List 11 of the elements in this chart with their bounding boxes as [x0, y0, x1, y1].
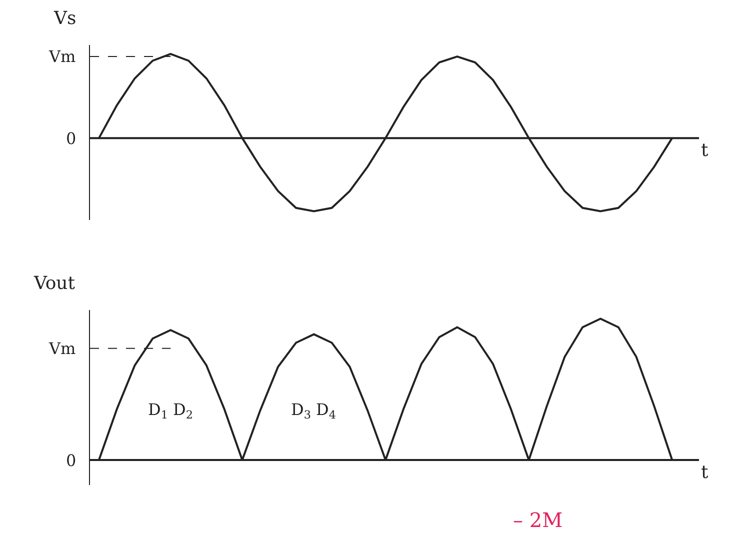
y-axis-title: Vout: [33, 273, 76, 294]
annotation: D$_{1}$ D$_{2}$: [148, 400, 193, 422]
ref-line-label: Vm: [48, 47, 76, 66]
y-axis-title: Vs: [53, 8, 76, 29]
x-axis-title: t: [701, 140, 709, 161]
x-axis-title: t: [701, 462, 709, 483]
ref-line-label: Vm: [48, 339, 76, 358]
annotation: D$_{3}$ D$_{4}$: [291, 400, 336, 422]
ref-line-label: 0: [66, 451, 76, 470]
text: – 2M: [513, 508, 563, 532]
ref-line-label: 0: [66, 129, 76, 148]
